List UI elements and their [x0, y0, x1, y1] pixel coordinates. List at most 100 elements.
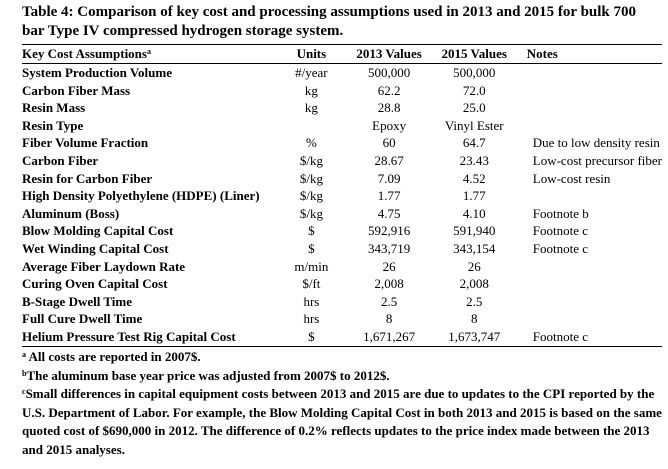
cell-name: System Production Volume [22, 65, 172, 80]
cell-name: Wet Winding Capital Cost [22, 240, 169, 256]
cell-v2013: 500,000 [367, 65, 411, 80]
cell-v2013: 62.2 [377, 82, 401, 98]
cell-notes [517, 275, 662, 293]
cell-name: Resin for Carbon Fiber [22, 170, 153, 186]
cell-v2013: 26 [382, 258, 396, 274]
table-row: Carbon Fiber Mass kg 62.2 72.0 [22, 82, 662, 100]
cell-v2013: Epoxy [372, 117, 407, 133]
cell-units: hrs [303, 311, 320, 327]
cell-v2015: 23.43 [459, 152, 489, 168]
table-row: Carbon Fiber $/kg 28.67 23.43 Low-cost precu… [22, 152, 662, 170]
cell-v2015: 2.5 [466, 293, 483, 309]
footnote-b: bThe aluminum base year price was adjust… [22, 367, 662, 386]
table-row: High Density Polyethylene (HDPE) (Liner)… [22, 187, 662, 205]
cell-v2015: 343,154 [453, 240, 496, 256]
table-row: Helium Pressure Test Rig Capital Cost $1,… [22, 327, 662, 347]
footnotes: a All costs are reported in 2007$. bThe … [22, 348, 662, 460]
cell-units: #/year [295, 65, 328, 80]
cell-units: $/ft [302, 276, 321, 292]
cell-notes [517, 82, 662, 100]
cell-notes: Footnote c [516, 327, 662, 347]
cell-notes: Due to low density resin [532, 135, 660, 151]
footnote-a-text: All costs are reported in 2007$. [26, 349, 201, 364]
cell-units: m/min [294, 258, 329, 274]
cell-v2015: Vinyl Ester [444, 117, 504, 133]
cell-units: $ [308, 223, 315, 239]
cell-name: Carbon Fiber Mass [22, 82, 131, 98]
cell-notes [517, 99, 662, 117]
footnote-a-mark: a [22, 350, 26, 359]
table-row: Blow Molding Capital Cost $592,916 591,940… [22, 222, 662, 240]
table-row: Resin Type Epoxy Vinyl Ester [22, 117, 662, 135]
cell-notes [517, 293, 662, 311]
cell-v2015: 1.77 [462, 188, 486, 204]
cell-name: Curing Oven Capital Cost [22, 276, 168, 292]
table-row: Full Cure Dwell Time hrs 8 8 [22, 310, 662, 328]
cell-v2013: 8 [385, 311, 393, 327]
footnote-a: a All costs are reported in 2007$. [22, 348, 662, 367]
header-notes: Notes [516, 44, 662, 64]
cell-name: Fiber Volume Fraction [22, 135, 149, 151]
cell-v2013: 1,671,267 [346, 327, 432, 347]
cell-v2013: 2.5 [380, 293, 398, 309]
header-2013-values: 2013 Values [346, 44, 432, 64]
cell-name: Average Fiber Laydown Rate [22, 258, 186, 274]
cell-v2015: 25.0 [462, 100, 486, 116]
cell-v2013: 4.75 [377, 205, 401, 221]
cell-v2013: 7.09 [377, 170, 401, 186]
cost-assumptions-table: Key Cost Assumptionsa Units 2013 Values … [22, 44, 662, 347]
header-2015-values: 2015 Values [431, 44, 517, 64]
cell-units: $ [308, 240, 315, 256]
cell-notes: Footnote c [532, 240, 589, 256]
cell-units: kg [304, 100, 318, 116]
cell-v2015: 4.10 [462, 205, 486, 221]
table-row: Curing Oven Capital Cost $/ft 2,008 2,008 [22, 275, 662, 293]
table-row: B-Stage Dwell Time hrs 2.5 2.5 [22, 293, 662, 311]
cell-notes: Low-cost resin [532, 170, 611, 186]
footnote-b-mark: b [22, 368, 27, 378]
table-row: Aluminum (Boss) $/kg 4.75 4.10 Footnote b [22, 205, 662, 223]
cell-v2013: 592,916 [367, 223, 411, 239]
cell-units: $/kg [299, 170, 323, 186]
cell-name: Helium Pressure Test Rig Capital Cost [22, 327, 277, 347]
table-row: Resin for Carbon Fiber $/kg 7.09 4.52 Low-co… [22, 170, 662, 188]
cell-notes [517, 310, 662, 328]
table-row: Resin Mass kg 28.8 25.0 [22, 99, 662, 117]
cell-name: Resin Mass [22, 100, 86, 116]
cell-name: Carbon Fiber [22, 152, 99, 168]
cell-v2013: 28.8 [377, 100, 401, 116]
header-row: Key Cost Assumptionsa Units 2013 Values … [22, 44, 662, 64]
cell-units: hrs [303, 293, 320, 309]
cell-v2015: 591,940 [453, 223, 496, 239]
cell-units: $ [276, 327, 347, 347]
cell-v2015: 1,673,747 [431, 327, 517, 347]
cell-v2015: 4.52 [462, 170, 486, 186]
header-footnote-mark: a [146, 47, 151, 56]
footnote-c-mark: c [22, 387, 26, 397]
cell-v2013: 343,719 [367, 240, 411, 256]
table-row: Average Fiber Laydown Rate m/min 26 26 [22, 258, 662, 276]
header-name-label: Key Cost Assumptions [22, 46, 147, 61]
cell-v2015: 2,008 [459, 276, 489, 292]
cell-v2015: 8 [470, 311, 478, 327]
table-row: System Production Volume #/year 500,000 500… [22, 64, 662, 82]
cell-units [276, 117, 346, 135]
cell-v2015: 26 [467, 258, 481, 274]
cell-notes [517, 258, 662, 276]
cell-v2015: 500,000 [453, 65, 496, 80]
cell-units: $/kg [299, 205, 323, 221]
cell-v2015: 72.0 [462, 82, 486, 98]
header-key-cost-assumptions: Key Cost Assumptionsa [22, 44, 277, 64]
cell-notes: Low-cost precursor fiber [532, 152, 662, 168]
cell-notes: Footnote c [532, 223, 589, 239]
cell-name: High Density Polyethylene (HDPE) (Liner) [22, 188, 260, 204]
cell-notes [517, 187, 662, 205]
table-row: Fiber Volume Fraction% 60 64.7 Due to low d… [22, 134, 662, 152]
cell-name: B-Stage Dwell Time [22, 293, 133, 309]
footnote-c: cSmall differences in capital equipment … [22, 385, 662, 459]
cell-notes: Footnote b [532, 205, 589, 221]
footnote-c-text: Small differences in capital equipment c… [22, 386, 662, 457]
cell-units: $/kg [299, 188, 323, 204]
cell-name: Aluminum (Boss) [22, 205, 120, 221]
cell-units: % [305, 135, 317, 151]
